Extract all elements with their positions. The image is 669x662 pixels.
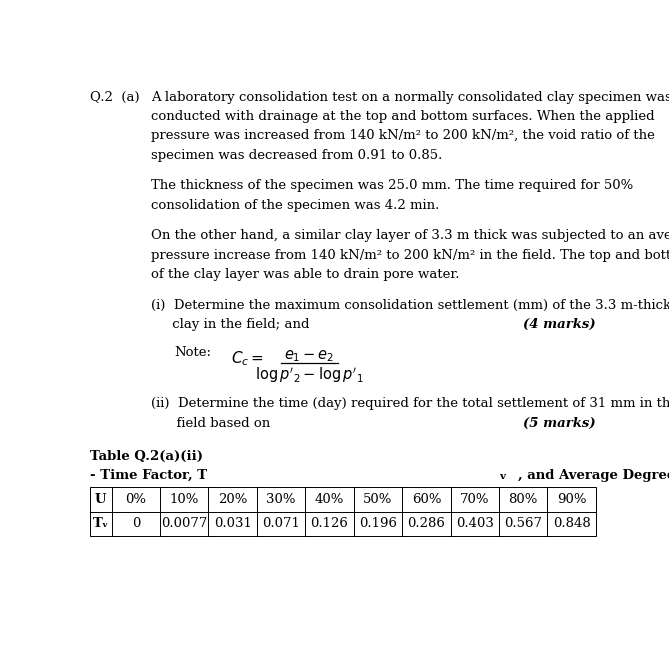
Text: Tᵥ: Tᵥ [92,518,109,530]
Text: 50%: 50% [363,493,393,506]
Text: of the clay layer was able to drain pore water.: of the clay layer was able to drain pore… [151,268,460,281]
Text: pressure increase from 140 kN/m² to 200 kN/m² in the field. The top and bottom: pressure increase from 140 kN/m² to 200 … [151,249,669,261]
Text: specimen was decreased from 0.91 to 0.85.: specimen was decreased from 0.91 to 0.85… [151,149,442,162]
Text: 0.126: 0.126 [310,518,349,530]
Text: $\mathit{e}_1 - \mathit{e}_2$: $\mathit{e}_1 - \mathit{e}_2$ [284,348,334,363]
Text: (i)  Determine the maximum consolidation settlement (mm) of the 3.3 m-thick: (i) Determine the maximum consolidation … [151,299,669,312]
Text: (ii)  Determine the time (day) required for the total settlement of 31 mm in the: (ii) Determine the time (day) required f… [151,397,669,410]
Text: 0.286: 0.286 [407,518,446,530]
Text: 10%: 10% [169,493,199,506]
Text: 90%: 90% [557,493,587,506]
Text: On the other hand, a similar clay layer of 3.3 m thick was subjected to an avera: On the other hand, a similar clay layer … [151,229,669,242]
Text: consolidation of the specimen was 4.2 min.: consolidation of the specimen was 4.2 mi… [151,199,440,212]
Text: , and Average Degree of Consolidation, U: , and Average Degree of Consolidation, U [518,469,669,482]
Text: 40%: 40% [315,493,345,506]
Text: 0.031: 0.031 [214,518,252,530]
Text: clay in the field; and: clay in the field; and [151,318,310,331]
Text: pressure was increased from 140 kN/m² to 200 kN/m², the void ratio of the: pressure was increased from 140 kN/m² to… [151,129,655,142]
Text: 0: 0 [132,518,140,530]
Text: v: v [500,472,506,481]
Text: Q.2  (a): Q.2 (a) [90,91,139,104]
Text: 0.567: 0.567 [504,518,543,530]
Text: $\log \mathit{p}'_2 - \log \mathit{p}'_1$: $\log \mathit{p}'_2 - \log \mathit{p}'_1… [255,365,363,385]
Text: 60%: 60% [411,493,441,506]
Text: 70%: 70% [460,493,490,506]
Text: 30%: 30% [266,493,296,506]
Text: (5 marks): (5 marks) [522,416,595,430]
Text: A laboratory consolidation test on a normally consolidated clay specimen was: A laboratory consolidation test on a nor… [151,91,669,104]
Text: 80%: 80% [508,493,538,506]
Text: 20%: 20% [218,493,248,506]
Text: U: U [95,493,106,506]
Text: field based on: field based on [151,416,274,430]
Text: Table Q.2(a)(ii): Table Q.2(a)(ii) [90,449,203,463]
Text: 0.0077: 0.0077 [161,518,207,530]
Text: $\mathit{C}_{\mathit{c}}=$: $\mathit{C}_{\mathit{c}}=$ [231,349,264,367]
Text: 0.403: 0.403 [456,518,494,530]
Text: conducted with drainage at the top and bottom surfaces. When the applied: conducted with drainage at the top and b… [151,110,655,123]
Text: The thickness of the specimen was 25.0 mm. The time required for 50%: The thickness of the specimen was 25.0 m… [151,179,634,193]
Text: 0.071: 0.071 [262,518,300,530]
Text: 0.848: 0.848 [553,518,591,530]
Text: 0%: 0% [125,493,147,506]
Text: 0.196: 0.196 [359,518,397,530]
Bar [90,487,596,536]
Text: Note:: Note: [175,346,211,359]
Text: - Time Factor, T: - Time Factor, T [90,469,207,482]
Text: (4 marks): (4 marks) [522,318,595,331]
